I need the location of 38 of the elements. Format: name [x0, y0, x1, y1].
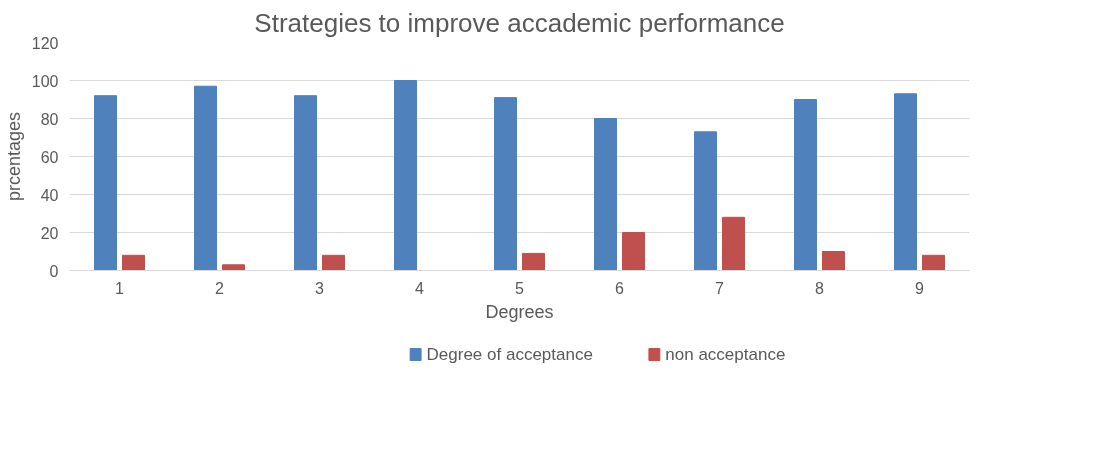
bar [194, 85, 217, 271]
y-tick-label: 80 [40, 110, 59, 128]
bar [522, 252, 545, 271]
x-tick-label: 2 [215, 279, 225, 297]
x-tick-label: 6 [615, 279, 625, 297]
bar [894, 93, 917, 271]
legend-label: non acceptance [665, 345, 786, 364]
bar [494, 97, 517, 271]
y-tick-label: 20 [40, 224, 59, 242]
bar [94, 95, 117, 271]
x-tick-label: 5 [515, 279, 525, 297]
y-tick-label: 60 [40, 148, 59, 166]
x-tick-label: 1 [115, 279, 125, 297]
bar [922, 254, 945, 271]
bar [722, 216, 745, 271]
y-tick-label: 40 [40, 186, 59, 204]
y-axis-title: prcentages [3, 111, 24, 202]
bar [622, 232, 645, 271]
x-tick-label: 3 [315, 279, 325, 297]
x-tick-label: 8 [815, 279, 825, 297]
bar [822, 251, 845, 271]
chart-title: Strategies to improve accademic performance [254, 7, 785, 38]
y-tick-label: 0 [49, 262, 59, 280]
x-axis-title: Degrees [485, 301, 554, 322]
bar [694, 131, 717, 271]
legend-label: Degree of acceptance [426, 345, 593, 364]
bar [594, 118, 617, 271]
y-tick-label: 100 [31, 72, 59, 90]
x-tick-label: 4 [415, 279, 425, 297]
bar [794, 99, 817, 271]
bar [222, 264, 245, 271]
y-tick-label: 120 [31, 34, 59, 52]
bar [294, 95, 317, 271]
bar [322, 254, 345, 271]
x-tick-label: 9 [915, 279, 925, 297]
bar [394, 80, 417, 271]
bar [122, 254, 145, 271]
x-tick-label: 7 [715, 279, 725, 297]
